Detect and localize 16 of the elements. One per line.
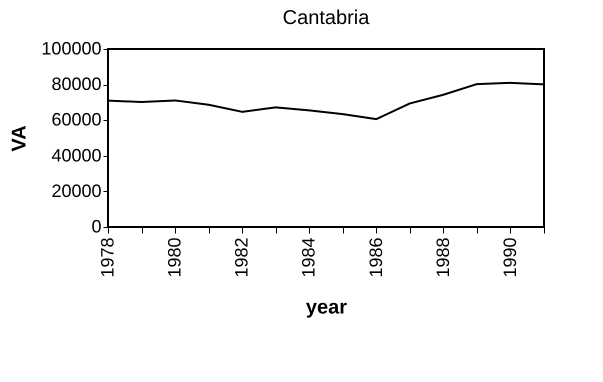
y-tick-label: 40000: [51, 145, 102, 166]
x-tick-label: 1988: [432, 238, 453, 278]
y-tick-label: 20000: [51, 180, 102, 201]
y-tick-label: 60000: [51, 110, 102, 130]
x-tick-label: 1982: [232, 238, 252, 278]
chart-title: Cantabria: [282, 7, 370, 29]
x-tick-label: 1984: [298, 238, 319, 278]
y-tick-label: 100000: [41, 38, 102, 58]
y-axis-title: VA: [8, 125, 30, 152]
x-tick-label: 1978: [98, 238, 118, 278]
y-tick-label: 80000: [51, 74, 102, 94]
x-tick-label: 1990: [500, 238, 520, 278]
x-tick-label: 1980: [164, 238, 185, 278]
x-axis-title: year: [306, 296, 348, 319]
x-tick-label: 1986: [366, 238, 386, 278]
y-tick-label: 0: [91, 216, 102, 236]
